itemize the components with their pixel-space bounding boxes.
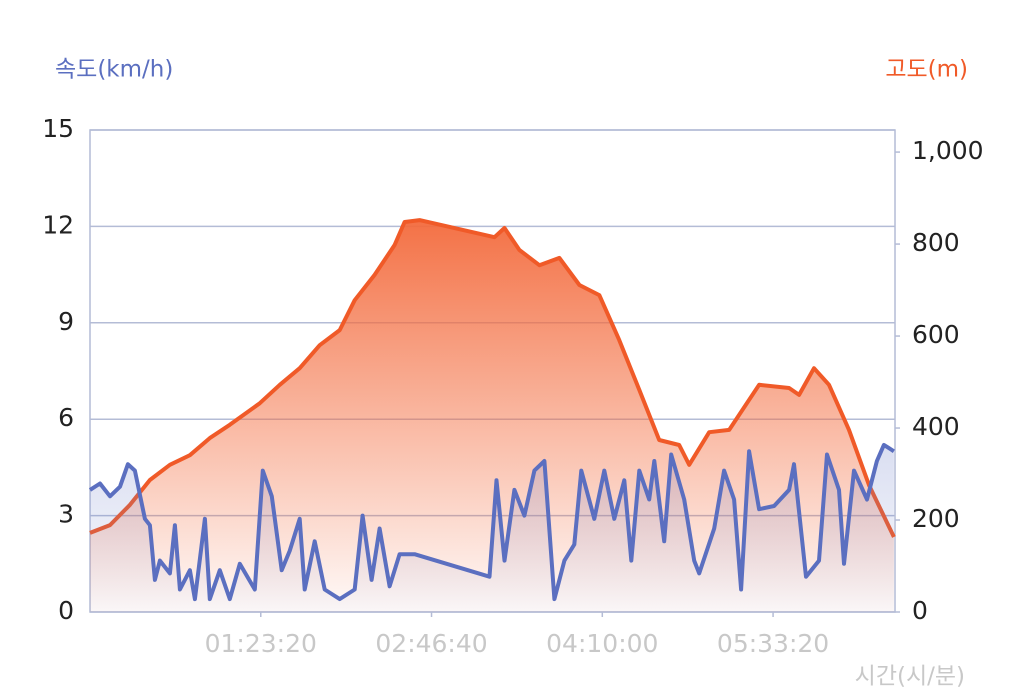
x-axis-label: 시간(시/분) (855, 664, 965, 690)
y-tick-label: 0 (58, 596, 74, 625)
y2-axis-label: 고도(m) (885, 57, 968, 83)
line (88, 442, 895, 602)
y-tick-label: 15 (42, 114, 74, 143)
y2-tick-label: 1,000 (912, 136, 984, 165)
x-tick-label: 04:10:00 (546, 629, 658, 658)
area (90, 444, 894, 612)
area (90, 220, 894, 612)
y-tick-label: 9 (58, 307, 74, 336)
y2-tick-label: 600 (912, 320, 960, 349)
y-tick-label: 3 (58, 500, 74, 529)
y-tick-label: 12 (42, 210, 74, 239)
x-tick-label: 05:33:20 (717, 629, 829, 658)
x-tick-label: 02:46:40 (375, 629, 487, 658)
line (89, 218, 896, 538)
y2-tick-label: 400 (912, 412, 960, 441)
y2-tick-label: 800 (912, 228, 960, 257)
y-tick-label: 6 (58, 403, 74, 432)
y2-tick-label: 200 (912, 504, 960, 533)
y2-tick-label: 0 (912, 596, 928, 625)
y-axis-label: 속도(km/h) (55, 57, 173, 83)
x-tick-label: 01:23:20 (205, 629, 317, 658)
